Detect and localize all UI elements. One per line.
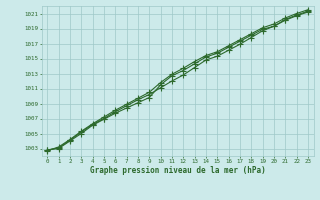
X-axis label: Graphe pression niveau de la mer (hPa): Graphe pression niveau de la mer (hPa) bbox=[90, 166, 266, 175]
